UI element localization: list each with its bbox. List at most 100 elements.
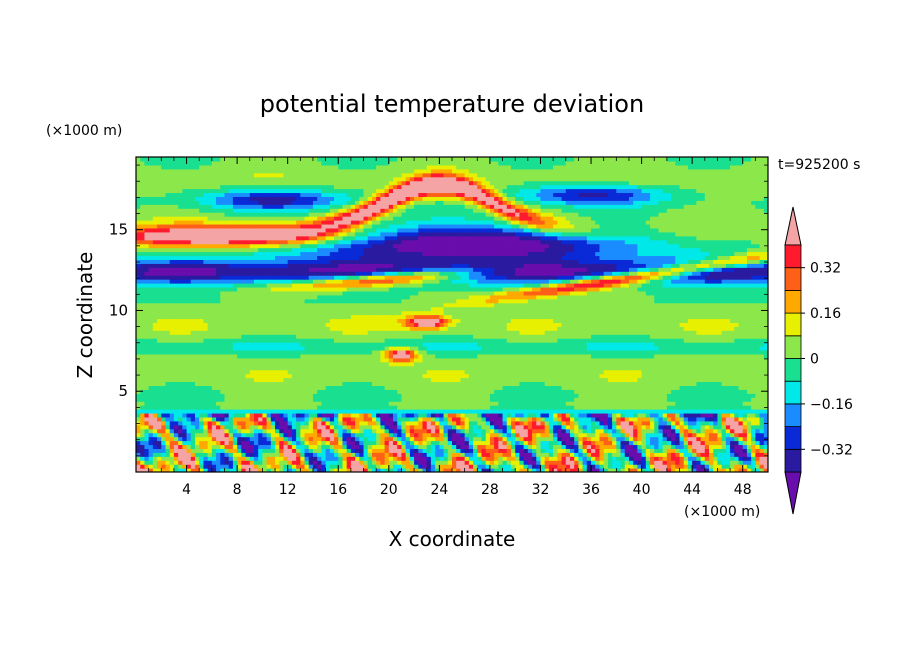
contour-cell xyxy=(565,346,571,351)
contour-cell xyxy=(169,452,175,457)
contour-cell xyxy=(325,416,331,422)
contour-cell xyxy=(216,412,221,418)
contour-cell xyxy=(397,369,403,375)
contour-cell xyxy=(376,416,381,422)
contour-cell xyxy=(245,452,251,457)
contour-cell xyxy=(447,385,453,390)
contour-cell xyxy=(700,464,706,469)
contour-cell xyxy=(548,377,554,383)
contour-cell xyxy=(211,409,217,414)
contour-cell xyxy=(485,389,491,394)
contour-cell xyxy=(329,389,335,394)
contour-cell xyxy=(148,432,154,438)
contour-cell xyxy=(519,349,525,355)
contour-cell xyxy=(300,357,306,363)
contour-cell xyxy=(296,365,301,371)
contour-cell xyxy=(380,460,386,465)
contour-cell xyxy=(287,448,293,453)
contour-cell xyxy=(628,385,634,390)
contour-cell xyxy=(178,428,183,434)
contour-cell xyxy=(342,405,348,410)
contour-cell xyxy=(405,440,411,446)
contour-cell xyxy=(620,365,626,371)
contour-cell xyxy=(338,432,344,438)
contour-cell xyxy=(161,373,167,379)
contour-cell xyxy=(595,373,601,379)
contour-cell xyxy=(578,468,584,472)
contour-cell xyxy=(456,460,462,465)
contour-cell xyxy=(304,464,310,469)
contour-cell xyxy=(671,342,676,347)
contour-cell xyxy=(532,468,537,472)
contour-cell xyxy=(376,349,381,355)
contour-cell xyxy=(544,432,550,438)
contour-cell xyxy=(679,464,685,469)
contour-cell xyxy=(207,346,213,351)
contour-cell xyxy=(152,353,158,359)
contour-cell xyxy=(654,349,660,355)
contour-cell xyxy=(616,377,622,383)
contour-cell xyxy=(725,464,731,469)
contour-cell xyxy=(338,361,344,367)
contour-cell xyxy=(287,393,293,398)
contour-cell xyxy=(477,373,483,379)
contour-cell xyxy=(308,424,314,430)
contour-cell xyxy=(216,424,221,430)
contour-cell xyxy=(253,468,259,472)
contour-cell xyxy=(169,381,175,386)
contour-cell xyxy=(397,346,403,351)
contour-cell xyxy=(510,428,516,434)
contour-cell xyxy=(266,369,272,375)
contour-cell xyxy=(755,460,761,465)
contour-cell xyxy=(228,349,234,355)
contour-cell xyxy=(152,420,158,426)
contour-cell xyxy=(624,349,630,355)
contour-cell xyxy=(144,393,150,398)
contour-cell xyxy=(363,460,369,465)
contour-cell xyxy=(418,448,424,453)
contour-cell xyxy=(544,397,550,402)
contour-cell xyxy=(152,338,158,343)
contour-cell xyxy=(700,385,706,390)
contour-cell xyxy=(662,397,668,402)
contour-cell xyxy=(203,389,209,394)
contour-cell xyxy=(414,401,419,406)
contour-cell xyxy=(300,338,306,343)
contour-cell xyxy=(359,365,365,371)
contour-cell xyxy=(574,468,579,472)
contour-cell xyxy=(725,377,731,383)
contour-cell xyxy=(194,401,200,406)
contour-cell xyxy=(199,373,205,379)
contour-cell xyxy=(456,401,462,406)
contour-cell xyxy=(157,365,162,371)
contour-cell xyxy=(359,369,365,375)
contour-cell xyxy=(355,342,360,347)
contour-cell xyxy=(178,468,183,472)
contour-cell xyxy=(721,397,727,402)
contour-cell xyxy=(279,405,285,410)
contour-cell xyxy=(578,432,584,438)
contour-cell xyxy=(346,373,352,379)
contour-cell xyxy=(485,361,491,367)
contour-cell xyxy=(359,448,365,453)
contour-cell xyxy=(734,405,740,410)
contour-cell xyxy=(553,369,558,375)
contour-cell xyxy=(422,385,428,390)
contour-cell xyxy=(468,365,474,371)
contour-cell xyxy=(569,393,575,398)
contour-cell xyxy=(241,377,247,383)
contour-cell xyxy=(220,444,226,449)
contour-cell xyxy=(245,440,251,446)
contour-cell xyxy=(447,424,453,430)
contour-cell xyxy=(194,385,200,390)
contour-cell xyxy=(283,460,289,465)
contour-cell xyxy=(317,464,322,469)
contour-cell xyxy=(439,412,445,418)
contour-cell xyxy=(220,349,226,355)
contour-cell xyxy=(485,440,491,446)
contour-cell xyxy=(220,342,226,347)
contour-cell xyxy=(287,389,293,394)
contour-cell xyxy=(641,409,647,414)
contour-cell xyxy=(662,385,668,390)
contour-cell xyxy=(561,369,567,375)
